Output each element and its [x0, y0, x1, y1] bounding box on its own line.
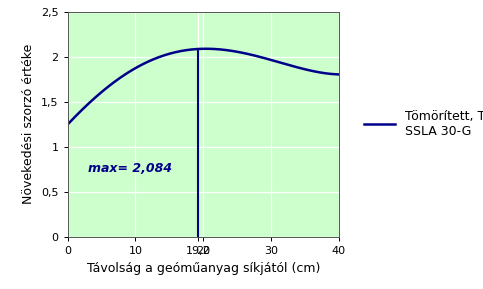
X-axis label: Távolság a geóműanyag síkjától (cm): Távolság a geóműanyag síkjától (cm)	[86, 262, 320, 275]
Tömörített, Tensar
SSLA 30-G	[336, 73, 342, 76]
Line: Tömörített, Tensar
SSLA 30-G: Tömörített, Tensar SSLA 30-G	[68, 49, 339, 125]
Tömörített, Tensar
SSLA 30-G	[227, 49, 232, 52]
Y-axis label: Növekedési szorzó értéke: Növekedési szorzó értéke	[22, 44, 35, 204]
Tömörített, Tensar
SSLA 30-G	[65, 123, 71, 126]
Tömörített, Tensar
SSLA 30-G	[212, 47, 218, 51]
Tömörített, Tensar
SSLA 30-G	[288, 64, 294, 67]
Tömörített, Tensar
SSLA 30-G	[195, 47, 201, 51]
Tömörített, Tensar
SSLA 30-G	[194, 47, 199, 51]
Text: max= 2,084: max= 2,084	[88, 162, 172, 175]
Legend: Tömörített, Tensar
SSLA 30-G: Tömörített, Tensar SSLA 30-G	[359, 105, 483, 143]
Tömörített, Tensar
SSLA 30-G	[330, 72, 336, 76]
Tömörített, Tensar
SSLA 30-G	[203, 47, 209, 51]
